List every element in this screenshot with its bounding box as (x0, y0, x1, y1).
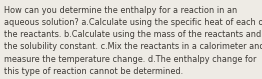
Text: this type of reaction cannot be determined.: this type of reaction cannot be determin… (4, 67, 183, 76)
Text: the reactants. b.Calculate using the mass of the reactants and: the reactants. b.Calculate using the mas… (4, 30, 261, 39)
Text: measure the temperature change. d.The enthalpy change for: measure the temperature change. d.The en… (4, 55, 256, 64)
Text: How can you determine the enthalpy for a reaction in an: How can you determine the enthalpy for a… (4, 6, 237, 15)
Text: aqueous solution? a.Calculate using the specific heat of each of: aqueous solution? a.Calculate using the … (4, 18, 262, 27)
Text: the solubility constant. c.Mix the reactants in a calorimeter and: the solubility constant. c.Mix the react… (4, 42, 262, 51)
